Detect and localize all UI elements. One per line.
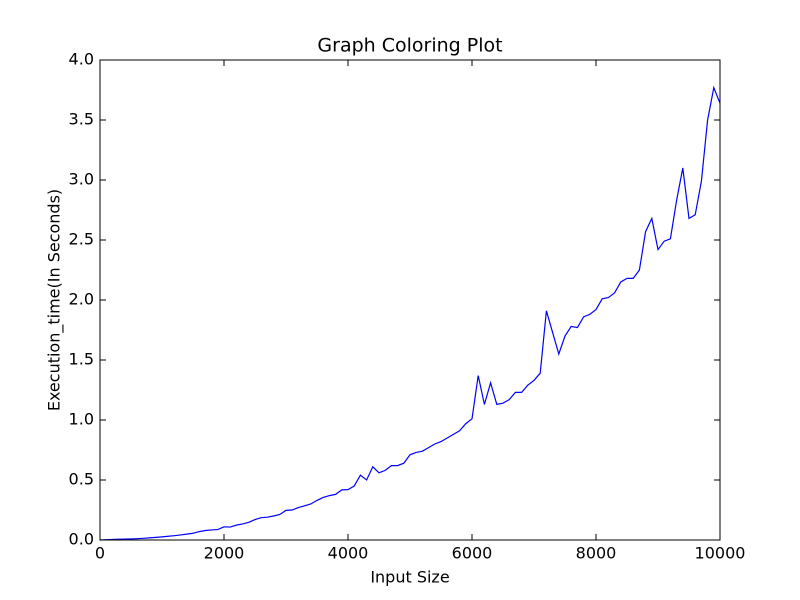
x-axis-label: Input Size	[370, 568, 449, 587]
y-tick-label: 1.5	[69, 350, 94, 369]
x-tick-label: 8000	[576, 544, 617, 563]
y-axis-label: Execution_time(In Seconds)	[45, 189, 65, 411]
y-tick-label: 1.0	[69, 410, 94, 429]
y-tick-label: 0.5	[69, 470, 94, 489]
x-tick-label: 6000	[452, 544, 493, 563]
y-tick-label: 0.0	[69, 530, 94, 549]
x-tick-label: 4000	[328, 544, 369, 563]
y-tick-label: 4.0	[69, 50, 94, 69]
x-tick-label: 0	[95, 544, 105, 563]
x-tick-label: 10000	[695, 544, 746, 563]
y-tick-label: 2.0	[69, 290, 94, 309]
data-line	[99, 85, 721, 541]
y-tick-label: 3.0	[69, 170, 94, 189]
y-tick-label: 3.5	[69, 110, 94, 129]
plot-frame	[99, 59, 721, 541]
y-tick-label: 2.5	[69, 230, 94, 249]
chart-title: Graph Coloring Plot	[317, 35, 502, 57]
x-tick-label: 2000	[204, 544, 245, 563]
